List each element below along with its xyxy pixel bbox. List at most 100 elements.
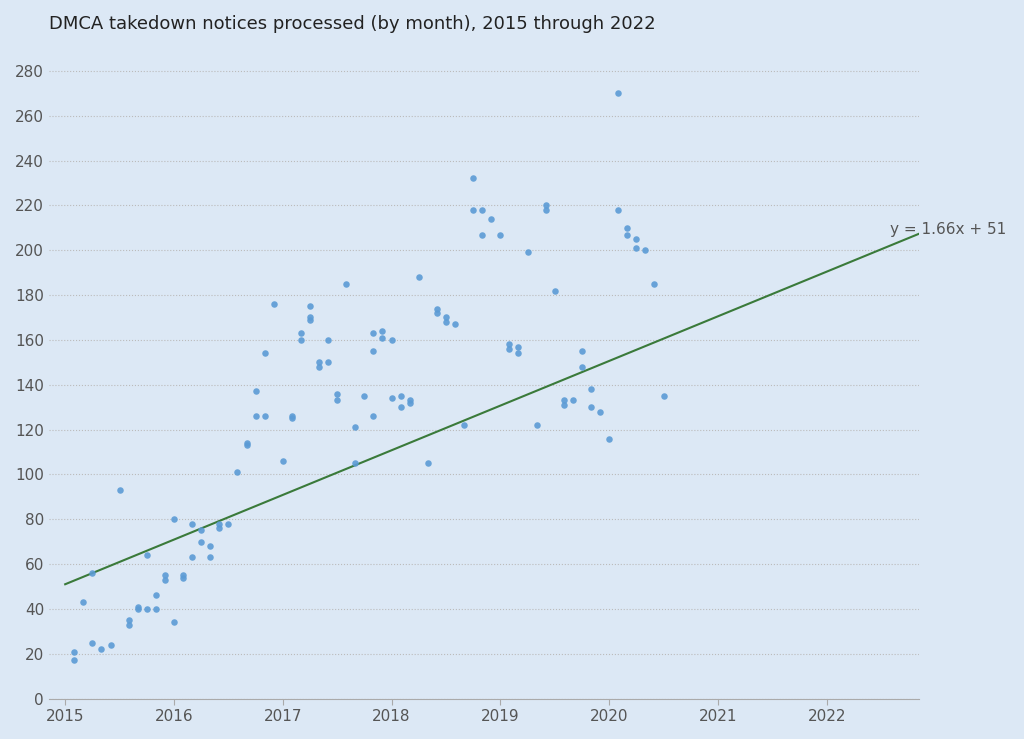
Point [510, 341, 526, 353]
Point [375, 332, 391, 344]
Point [184, 551, 201, 563]
Point [429, 302, 445, 314]
Point [302, 300, 318, 312]
Text: DMCA takedown notices processed (by month), 2015 through 2022: DMCA takedown notices processed (by mont… [49, 15, 655, 33]
Point [284, 412, 300, 424]
Point [311, 361, 328, 372]
Point [564, 395, 581, 406]
Point [157, 574, 173, 586]
Point [302, 314, 318, 326]
Point [293, 327, 309, 339]
Point [411, 271, 427, 283]
Point [583, 384, 599, 395]
Point [202, 551, 218, 563]
Point [420, 457, 436, 469]
Point [366, 410, 382, 422]
Point [239, 437, 255, 449]
Point [284, 410, 300, 422]
Point [556, 399, 572, 411]
Point [528, 419, 545, 431]
Point [493, 228, 509, 240]
Point [121, 619, 137, 630]
Point [256, 347, 272, 359]
Point [248, 386, 264, 398]
Point [274, 455, 291, 467]
Point [501, 338, 517, 350]
Point [193, 525, 209, 537]
Point [129, 601, 145, 613]
Text: y = 1.66x + 51: y = 1.66x + 51 [890, 222, 1007, 236]
Point [628, 242, 644, 254]
Point [474, 228, 490, 240]
Point [501, 343, 517, 355]
Point [184, 518, 201, 530]
Point [655, 390, 672, 402]
Point [620, 228, 636, 240]
Point [375, 325, 391, 337]
Point [573, 361, 590, 372]
Point [538, 204, 554, 216]
Point [112, 484, 128, 496]
Point [102, 639, 119, 651]
Point [147, 590, 164, 602]
Point [583, 401, 599, 413]
Point [465, 204, 481, 216]
Point [366, 327, 382, 339]
Point [438, 312, 455, 324]
Point [383, 392, 399, 404]
Point [175, 571, 191, 583]
Point [329, 395, 345, 406]
Point [383, 334, 399, 346]
Point [239, 440, 255, 452]
Point [93, 644, 110, 655]
Point [67, 655, 83, 667]
Point [510, 347, 526, 359]
Point [67, 646, 83, 658]
Point [392, 390, 409, 402]
Point [347, 421, 364, 433]
Point [465, 173, 481, 185]
Point [438, 316, 455, 328]
Point [366, 345, 382, 357]
Point [166, 616, 182, 628]
Point [121, 614, 137, 626]
Point [446, 319, 463, 330]
Point [329, 388, 345, 400]
Point [193, 536, 209, 548]
Point [573, 345, 590, 357]
Point [474, 204, 490, 216]
Point [637, 245, 653, 256]
Point [211, 522, 227, 534]
Point [392, 401, 409, 413]
Point [265, 298, 282, 310]
Point [519, 247, 536, 259]
Point [84, 636, 100, 648]
Point [211, 518, 227, 530]
Point [302, 312, 318, 324]
Point [620, 222, 636, 234]
Point [311, 356, 328, 368]
Point [256, 410, 272, 422]
Point [129, 603, 145, 615]
Point [166, 514, 182, 525]
Point [138, 549, 155, 561]
Point [356, 390, 373, 402]
Point [75, 596, 91, 608]
Point [319, 334, 336, 346]
Point [175, 569, 191, 581]
Point [429, 307, 445, 319]
Point [84, 567, 100, 579]
Point [456, 419, 472, 431]
Point [338, 278, 354, 290]
Point [202, 540, 218, 552]
Point [538, 200, 554, 211]
Point [628, 233, 644, 245]
Point [483, 213, 500, 225]
Point [319, 356, 336, 368]
Point [147, 603, 164, 615]
Point [592, 406, 608, 418]
Point [138, 603, 155, 615]
Point [646, 278, 663, 290]
Point [610, 204, 627, 216]
Point [547, 285, 563, 296]
